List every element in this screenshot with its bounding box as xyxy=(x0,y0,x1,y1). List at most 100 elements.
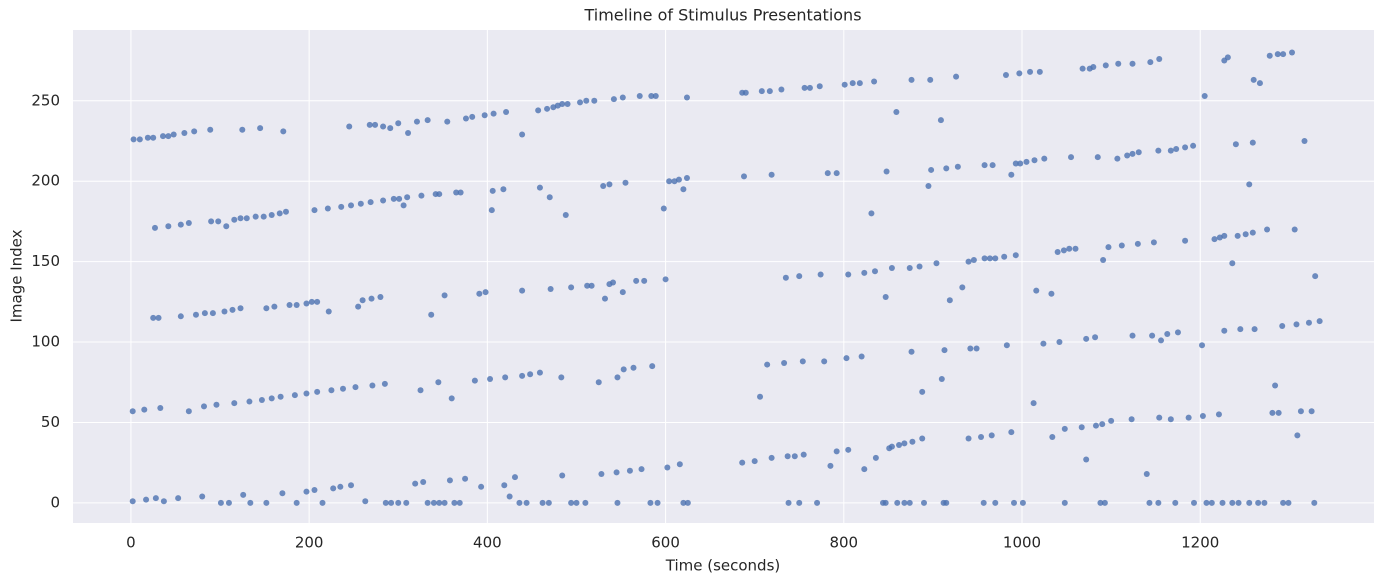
point xyxy=(564,100,571,107)
point xyxy=(478,483,485,490)
point xyxy=(1135,149,1142,156)
point xyxy=(676,461,683,468)
point xyxy=(638,466,645,473)
point xyxy=(185,220,192,227)
point xyxy=(965,258,972,265)
point xyxy=(258,396,265,403)
point xyxy=(490,110,497,117)
point xyxy=(1280,499,1287,506)
point xyxy=(1291,226,1298,233)
point xyxy=(268,211,275,218)
point xyxy=(1115,60,1122,67)
y-tick-label: 0 xyxy=(50,493,60,511)
point xyxy=(348,202,355,209)
point xyxy=(841,81,848,88)
point xyxy=(1280,51,1287,58)
point xyxy=(400,202,407,209)
point xyxy=(1118,242,1125,249)
point xyxy=(1129,150,1136,157)
point xyxy=(1266,52,1273,59)
point xyxy=(1048,290,1055,297)
point xyxy=(871,78,878,85)
point xyxy=(453,189,460,196)
point xyxy=(967,345,974,352)
point xyxy=(614,374,621,381)
point xyxy=(1229,499,1236,506)
point xyxy=(636,92,643,99)
point xyxy=(200,403,207,410)
point xyxy=(973,345,980,352)
point xyxy=(1068,154,1075,161)
point xyxy=(595,379,602,386)
point xyxy=(559,472,566,479)
point xyxy=(614,499,621,506)
point xyxy=(1040,340,1047,347)
point xyxy=(1190,499,1197,506)
point xyxy=(314,388,321,395)
point xyxy=(1272,382,1279,389)
point xyxy=(382,499,389,506)
point xyxy=(992,499,999,506)
point xyxy=(481,112,488,119)
point xyxy=(1182,144,1189,151)
point xyxy=(276,210,283,217)
point xyxy=(366,121,373,128)
point xyxy=(456,499,463,506)
point xyxy=(791,453,798,460)
point xyxy=(516,499,523,506)
point xyxy=(291,392,298,399)
point xyxy=(1234,232,1241,239)
point xyxy=(849,80,856,87)
point xyxy=(448,395,455,402)
point xyxy=(824,170,831,177)
point xyxy=(303,300,310,307)
point xyxy=(978,433,985,440)
point xyxy=(157,404,164,411)
point xyxy=(1316,318,1323,325)
point xyxy=(1066,245,1073,252)
point xyxy=(1294,432,1301,439)
y-axis-label: Image Index xyxy=(8,229,26,322)
point xyxy=(257,125,264,132)
point xyxy=(240,491,247,498)
point xyxy=(558,374,565,381)
point xyxy=(1027,68,1034,75)
point xyxy=(896,441,903,448)
y-tick-label: 50 xyxy=(41,413,60,431)
point xyxy=(355,303,362,310)
point xyxy=(209,310,216,317)
point xyxy=(1090,63,1097,70)
point xyxy=(191,128,198,135)
point xyxy=(223,223,230,230)
point xyxy=(843,355,850,362)
point xyxy=(293,499,300,506)
point xyxy=(471,377,478,384)
point xyxy=(405,129,412,136)
point xyxy=(150,134,157,141)
point xyxy=(992,255,999,262)
point xyxy=(152,495,159,502)
point xyxy=(620,366,627,373)
point xyxy=(817,271,824,278)
point xyxy=(1155,499,1162,506)
point xyxy=(462,475,469,482)
point xyxy=(143,496,150,503)
point xyxy=(1167,416,1174,423)
point xyxy=(1285,499,1292,506)
point xyxy=(359,297,366,304)
point xyxy=(1164,331,1171,338)
point xyxy=(814,499,821,506)
y-tick-label: 150 xyxy=(31,252,60,270)
point xyxy=(1143,470,1150,477)
point xyxy=(1305,319,1312,326)
point xyxy=(988,432,995,439)
point xyxy=(476,290,483,297)
point xyxy=(506,493,513,500)
point xyxy=(293,302,300,309)
point xyxy=(487,376,494,383)
point xyxy=(1156,414,1163,421)
point xyxy=(330,485,337,492)
point xyxy=(377,294,384,301)
point xyxy=(757,393,764,400)
point xyxy=(1158,337,1165,344)
